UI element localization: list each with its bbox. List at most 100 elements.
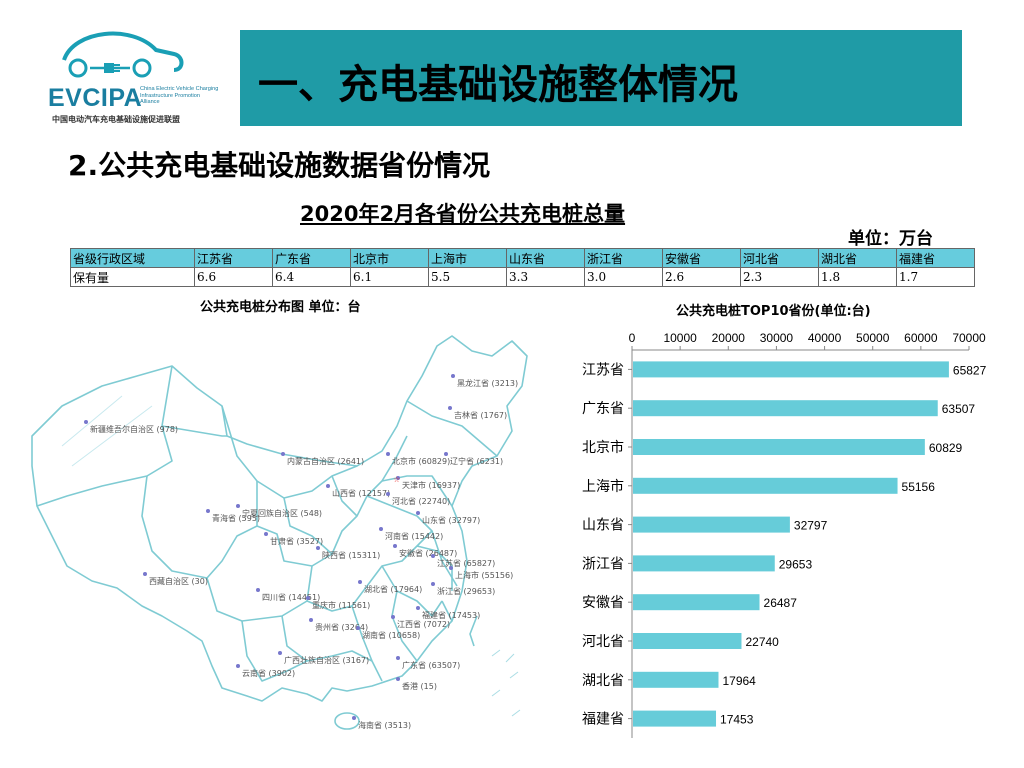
logo-name: EVCIPA [48, 84, 143, 112]
map-province-label: 新疆维吾尔自治区 (978) [90, 424, 178, 434]
bar [633, 477, 898, 494]
row-header-region: 省级行政区域 [70, 248, 195, 268]
map-province-label: 内蒙古自治区 (2641) [287, 456, 364, 466]
map-province-label: 云南省 (3902) [242, 668, 295, 678]
map-province-dot [236, 504, 240, 508]
map-borders [31, 335, 528, 730]
x-tick-label: 40000 [808, 331, 842, 345]
bar-data-label: 22740 [745, 635, 779, 649]
map-province-label: 河南省 (15442) [385, 531, 443, 541]
bar-data-label: 26487 [764, 596, 798, 610]
bar [633, 400, 938, 417]
table-unit: 单位：万台 [848, 229, 933, 249]
bar [633, 439, 925, 455]
table-value-cell: 3.0 [584, 267, 663, 287]
map-province-label: 宁夏回族自治区 (548) [242, 508, 322, 518]
logo-chinese-name: 中国电动汽车充电基础设施促进联盟 [52, 115, 180, 124]
map-province-dot [416, 606, 420, 610]
y-category-label: 上海市 [582, 478, 624, 494]
map-province-label: 吉林省 (1767) [454, 410, 507, 420]
map-province-label: 江西省 (7072) [397, 619, 450, 629]
table-value-cell: 1.8 [818, 267, 897, 287]
map-province-label: 江苏省 (65827) [437, 558, 495, 568]
table-title: 2020年2月各省份公共充电桩总量 [300, 202, 626, 226]
svg-text:☆: ☆ [393, 475, 400, 484]
x-tick-label: 20000 [712, 331, 746, 345]
page-title: 一、充电基础设施整体情况 [258, 62, 738, 108]
south-china-sea-inset [491, 649, 521, 717]
y-category-label: 山东省 [582, 517, 624, 533]
x-tick-label: 30000 [760, 331, 794, 345]
map-province-label: 北京市 (60829) [392, 456, 450, 466]
map-province-label: 西藏自治区 (30) [149, 576, 208, 586]
map-title: 公共充电桩分布图 单位：台 [200, 300, 361, 315]
x-tick-label: 50000 [856, 331, 890, 345]
map-province-dot [264, 532, 268, 536]
table-province-cell: 安徽省 [662, 248, 741, 268]
map-province-dot [143, 572, 147, 576]
table-value-cell: 5.5 [428, 267, 507, 287]
map-province-dot [396, 677, 400, 681]
x-tick-label: 60000 [904, 331, 938, 345]
map-province-label: 辽宁省 (6231) [450, 456, 503, 466]
map-province-label: 山东省 (32797) [422, 515, 480, 525]
table-header-row: 省级行政区域 江苏省 广东省 北京市 上海市 山东省 浙江省 安徽省 河北省 湖… [70, 248, 975, 268]
map-province-label: 陕西省 (15311) [322, 550, 380, 560]
map-province-dot [309, 618, 313, 622]
table-province-cell: 广东省 [272, 248, 351, 268]
table-value-cell: 6.6 [194, 267, 273, 287]
title-banner: 一、充电基础设施整体情况 [240, 30, 962, 126]
map-province-dot [281, 452, 285, 456]
map-province-dot [352, 716, 356, 720]
y-category-label: 安徽省 [582, 594, 624, 610]
province-table: 省级行政区域 江苏省 广东省 北京市 上海市 山东省 浙江省 安徽省 河北省 湖… [70, 248, 975, 287]
table-value-row: 保有量 6.6 6.4 6.1 5.5 3.3 3.0 2.6 2.3 1.8 … [70, 267, 975, 287]
map-province-dot [256, 588, 260, 592]
map-province-dot [316, 546, 320, 550]
map-province-dot [356, 626, 360, 630]
map-province-dot [236, 664, 240, 668]
table-value-cell: 2.6 [662, 267, 741, 287]
map-province-label: 上海市 (55156) [455, 570, 513, 580]
map-province-label: 海南省 (3513) [358, 720, 411, 730]
evcipa-logo: EVCIPA China Electric Vehicle Charging I… [44, 26, 222, 126]
bar-data-label: 55156 [902, 480, 936, 494]
table-province-cell: 上海市 [428, 248, 507, 268]
map-province-dot [448, 406, 452, 410]
map-province-dot [386, 492, 390, 496]
bar [633, 671, 719, 688]
table-value-cell: 3.3 [506, 267, 585, 287]
map-province-dot [358, 580, 362, 584]
section-subtitle: 2.公共充电基础设施数据省份情况 [68, 149, 491, 182]
table-province-cell: 福建省 [896, 248, 975, 268]
car-plug-icon [62, 31, 184, 78]
map-province-dot [449, 566, 453, 570]
bar-data-label: 32797 [794, 519, 828, 533]
map-province-label: 广西壮族自治区 (3167) [284, 655, 369, 665]
y-category-label: 河北省 [582, 633, 624, 649]
map-province-label: 甘肃省 (3527) [270, 536, 323, 546]
y-category-label: 浙江省 [582, 555, 624, 571]
bar [633, 633, 742, 649]
map-province-label: 安徽省 (26487) [399, 548, 457, 558]
map-province-label: 湖北省 (17964) [364, 584, 422, 594]
map-province-dot [386, 452, 390, 456]
table-province-cell: 湖北省 [818, 248, 897, 268]
bar [633, 516, 790, 533]
x-tick-label: 10000 [663, 331, 697, 345]
top10-bar-chart: 0 10000 20000 30000 40000 50000 60000 70000 江苏省广… [582, 331, 987, 738]
map-province-label: 广东省 (63507) [402, 660, 460, 670]
table-province-cell: 浙江省 [584, 248, 663, 268]
map-province-label: 天津市 (16937) [402, 480, 460, 490]
map-province-dot [326, 484, 330, 488]
x-tick-label: 70000 [952, 331, 986, 345]
logo-english-name: China Electric Vehicle Charging Infrastr… [140, 86, 219, 106]
map-province-dot [416, 511, 420, 515]
bar-data-label: 17453 [720, 713, 754, 727]
map-province-dot [379, 527, 383, 531]
map-province-dot [431, 554, 435, 558]
map-province-dot [306, 596, 310, 600]
bar-data-label: 60829 [929, 441, 963, 455]
chart-bars: 65827 63507 60829 55156 32797 29653 26487 22740… [633, 361, 987, 727]
map-province-dot [396, 476, 400, 480]
